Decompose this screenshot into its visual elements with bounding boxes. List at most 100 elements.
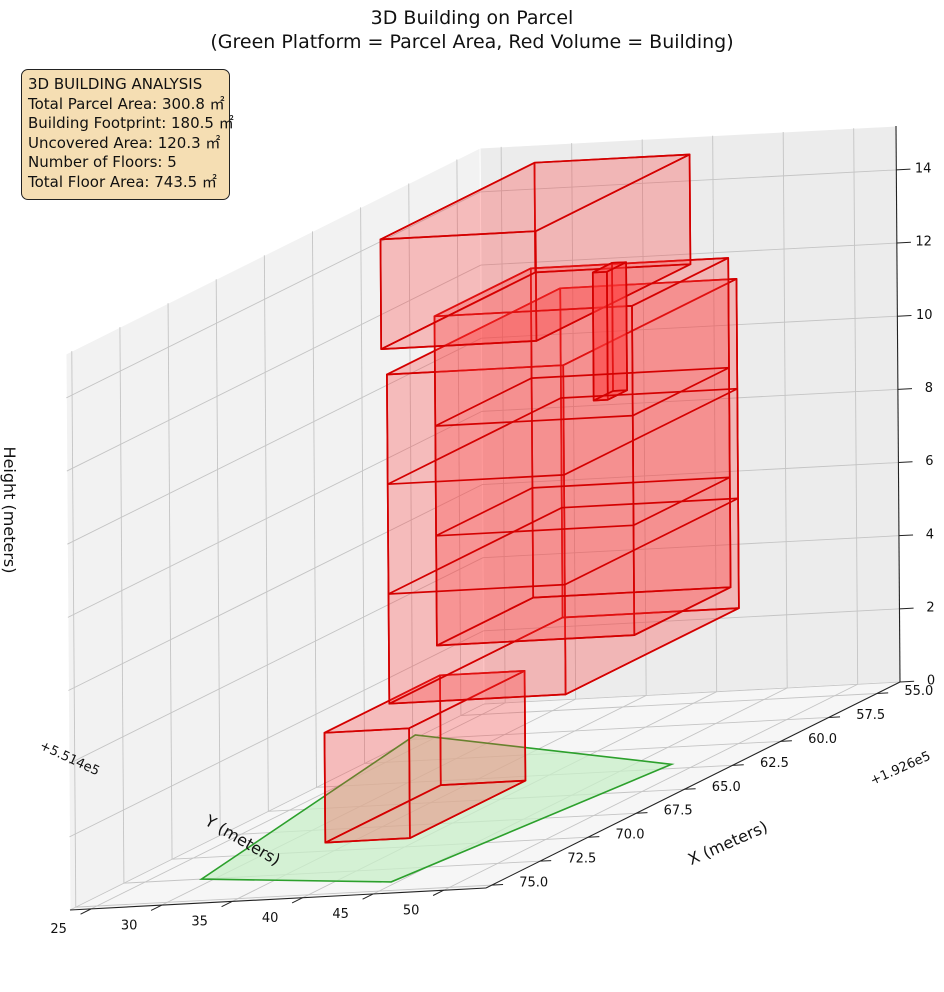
- z-tick-label: 4: [926, 527, 934, 542]
- x-tick-mark-35: [221, 900, 233, 908]
- x-tick-mark-25: [80, 908, 92, 915]
- y-tick-label: 70.0: [616, 828, 645, 843]
- z-tick-label: 12: [915, 235, 932, 250]
- x-tick-label: 40: [262, 911, 279, 926]
- grid-x-back-45: [782, 131, 788, 688]
- info-uncovered-area: Uncovered Area: 120.3 ㎡: [28, 133, 221, 152]
- y-tick-label: 72.5: [567, 852, 596, 867]
- x-tick-label: 50: [403, 903, 420, 918]
- floor-line: [387, 387, 738, 486]
- grid-y-side-60.0: [360, 207, 366, 764]
- z-tick-mark-14: [896, 168, 911, 171]
- tick-labels: 25 30 35 40 45 5055.057.560.062.565.067.570.0…: [50, 162, 935, 938]
- building-core: [591, 261, 628, 402]
- building-face-4: [436, 586, 732, 647]
- grid-z-side-8: [67, 410, 483, 618]
- grid-y-side-67.5: [215, 279, 221, 836]
- grid-y-side-57.5: [408, 183, 414, 740]
- grid-y-side-62.5: [312, 231, 317, 788]
- z-tick-label: 8: [925, 381, 933, 396]
- building-face-2: [631, 257, 732, 636]
- info-building-footprint: Building Footprint: 180.5 ㎡: [28, 114, 234, 132]
- grid-x-back-30: [571, 143, 577, 700]
- building-face-3: [591, 270, 609, 402]
- info-parcel-area: Total Parcel Area: 300.8 ㎡: [28, 94, 225, 113]
- grid-x-back-25: [500, 146, 506, 703]
- grid-z-side-12: [66, 264, 482, 472]
- x-axis-line: [69, 887, 487, 911]
- y-tick-mark-67.5: [636, 812, 648, 814]
- building-face-5: [379, 153, 691, 241]
- grid-z-side-2: [69, 630, 484, 838]
- grid-y-side-70.0: [167, 303, 173, 860]
- grid-y-floor-55.0: [460, 693, 877, 716]
- building-face-5: [433, 257, 730, 318]
- y-tick-mark-55.0: [876, 692, 889, 694]
- info-number-of-floors: Number of Floors: 5: [28, 153, 177, 171]
- floor-line: [434, 366, 730, 427]
- x-offset-label: +1.926e5: [868, 749, 933, 789]
- grid-x-back-50: [853, 128, 859, 685]
- z-tick-mark-2: [899, 607, 914, 610]
- z-tick-label: 10: [916, 308, 933, 323]
- grid-z-back-12: [480, 242, 897, 266]
- grid-x-back-40: [712, 135, 718, 692]
- x-tick-label: 25: [50, 922, 67, 937]
- x-tick-mark-40: [291, 897, 303, 904]
- chart-title: 3D Building on Parcel: [370, 7, 574, 29]
- x-axis-label: X (meters): [685, 817, 770, 869]
- y-tick-mark-57.5: [828, 716, 841, 718]
- y-tick-label: 67.5: [664, 804, 693, 819]
- x-tick-label: 45: [332, 907, 349, 922]
- grid-z-side-14: [66, 191, 481, 399]
- y-axis-line: [485, 681, 901, 889]
- grid-y-side-75.0: [71, 351, 77, 908]
- z-tick-mark-12: [896, 241, 911, 244]
- floor-line: [388, 497, 739, 595]
- y-tick-mark-75.0: [491, 884, 504, 886]
- x-tick-mark-45: [362, 893, 374, 900]
- y-tick-label: 55.0: [904, 684, 933, 699]
- info-box-title: 3D BUILDING ANALYSIS: [28, 75, 203, 93]
- grid-z-back-0: [483, 681, 901, 705]
- top-floor-block: [379, 153, 692, 350]
- chart-subtitle: (Green Platform = Parcel Area, Red Volum…: [210, 31, 734, 53]
- floor-line: [435, 476, 731, 537]
- building-face-2: [606, 261, 628, 401]
- x-tick-label: 30: [121, 918, 138, 933]
- analysis-info-box: 3D BUILDING ANALYSIS Total Parcel Area: …: [21, 69, 234, 200]
- tower-rear-wing: [433, 257, 732, 647]
- grid-z-back-8: [481, 388, 898, 412]
- z-tick-label: 0: [927, 674, 935, 689]
- x-tick-label: 35: [191, 915, 208, 930]
- y-tick-label: 75.0: [519, 876, 548, 891]
- grid-y-side-65.0: [263, 255, 269, 812]
- axis-lines: [69, 125, 915, 915]
- x-tick-mark-30: [150, 904, 162, 911]
- building-face-4: [380, 263, 692, 350]
- building-face-4: [324, 779, 527, 844]
- grid-x-floor-50: [443, 683, 858, 891]
- grid-z-back-2: [483, 608, 900, 632]
- grid-z-back-4: [482, 535, 899, 559]
- y-tick-mark-72.5: [539, 860, 552, 862]
- x-tick-mark-50: [432, 889, 444, 896]
- building-volume: [323, 153, 740, 844]
- building-face-4: [388, 607, 740, 705]
- y-tick-mark-65.0: [684, 788, 696, 790]
- z-tick-label: 14: [915, 162, 932, 177]
- y-tick-mark-60.0: [780, 740, 792, 742]
- z-axis-line: [895, 125, 901, 683]
- grid-x-back-35: [641, 139, 647, 696]
- parcel-platform: [198, 734, 675, 883]
- y-tick-label: 62.5: [760, 756, 789, 771]
- y-tick-mark-62.5: [732, 764, 744, 766]
- grid-y-side-55.0: [456, 159, 462, 716]
- z-tick-mark-4: [898, 534, 914, 537]
- z-tick-label: 6: [925, 454, 933, 469]
- y-tick-mark-70.0: [588, 836, 600, 838]
- z-tick-mark-6: [898, 461, 913, 464]
- grid-z-side-6: [68, 484, 483, 691]
- z-tick-mark-8: [897, 388, 913, 390]
